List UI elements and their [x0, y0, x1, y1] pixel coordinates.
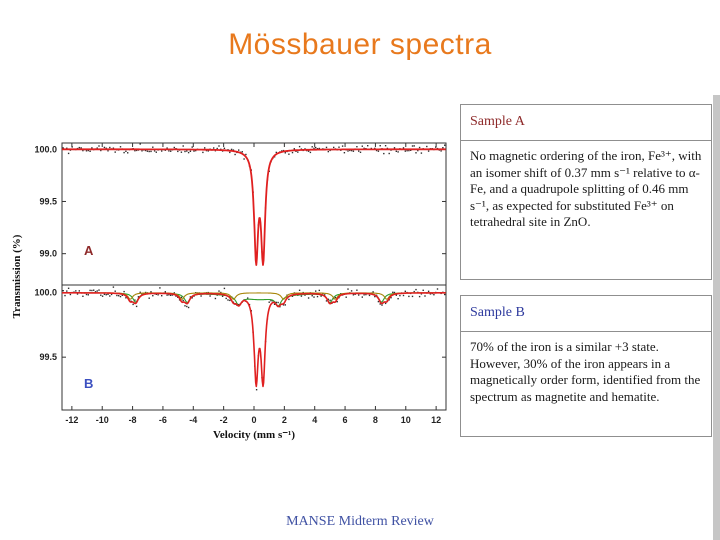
sample-b-heading-box: Sample B: [460, 295, 712, 332]
panel-label-B: B: [84, 376, 93, 391]
panel-label-A: A: [84, 243, 94, 258]
panel-B-curve-fit-total: [61, 292, 446, 388]
y-axis-label: Transmission (%): [11, 234, 23, 318]
panel-B-curve-sextet-hematite: [62, 292, 446, 300]
x-tick-label: 4: [312, 415, 317, 425]
sample-a-body-box: No magnetic ordering of the iron, Fe³⁺, …: [460, 140, 712, 280]
sample-b-body: 70% of the iron is a similar +3 state. H…: [470, 339, 701, 404]
x-tick-label: 12: [431, 415, 441, 425]
sample-b-heading: Sample B: [470, 305, 525, 320]
x-axis-label: Velocity (mm s⁻¹): [213, 429, 295, 441]
sample-a-heading: Sample A: [470, 114, 525, 129]
x-tick-label: 10: [401, 415, 411, 425]
x-tick-label: -2: [220, 415, 228, 425]
x-tick-label: 0: [251, 415, 256, 425]
x-tick-label: 8: [373, 415, 378, 425]
x-tick-label: -6: [159, 415, 167, 425]
y-tick-label: 100.0: [34, 288, 57, 298]
y-tick-label: 99.5: [39, 196, 57, 206]
panel-B-curve-sextet-magnetite: [62, 292, 446, 307]
slide-title: Mössbauer spectra: [228, 28, 492, 61]
y-tick-label: 99.5: [39, 352, 57, 362]
y-tick-label: 99.0: [39, 249, 57, 259]
sample-a-body: No magnetic ordering of the iron, Fe³⁺, …: [470, 148, 702, 229]
screen-edge-strip: [713, 95, 720, 540]
plot-frame: [61, 142, 447, 411]
y-tick-label: 100.0: [34, 144, 57, 154]
x-tick-label: -4: [189, 415, 197, 425]
x-tick-label: -10: [96, 415, 109, 425]
x-tick-label: -8: [129, 415, 137, 425]
footer-text: MANSE Midterm Review: [286, 514, 434, 529]
x-tick-label: -12: [65, 415, 78, 425]
sample-b-body-box: 70% of the iron is a similar +3 state. H…: [460, 331, 712, 437]
x-tick-label: 6: [343, 415, 348, 425]
mossbauer-spectra-figure: -12 -10 -8 -6 -4 -2 0 2 4 6 8 10 12 Velocity (mm s⁻¹)…: [8, 126, 458, 444]
panel-A-curve-fit-total: [61, 148, 447, 266]
spectra-plot: -12 -10 -8 -6 -4 -2 0 2 4 6 8 10 12 Velocity (mm s⁻¹)…: [11, 142, 447, 441]
x-tick-label: 2: [282, 415, 287, 425]
sample-a-heading-box: Sample A: [460, 104, 712, 141]
